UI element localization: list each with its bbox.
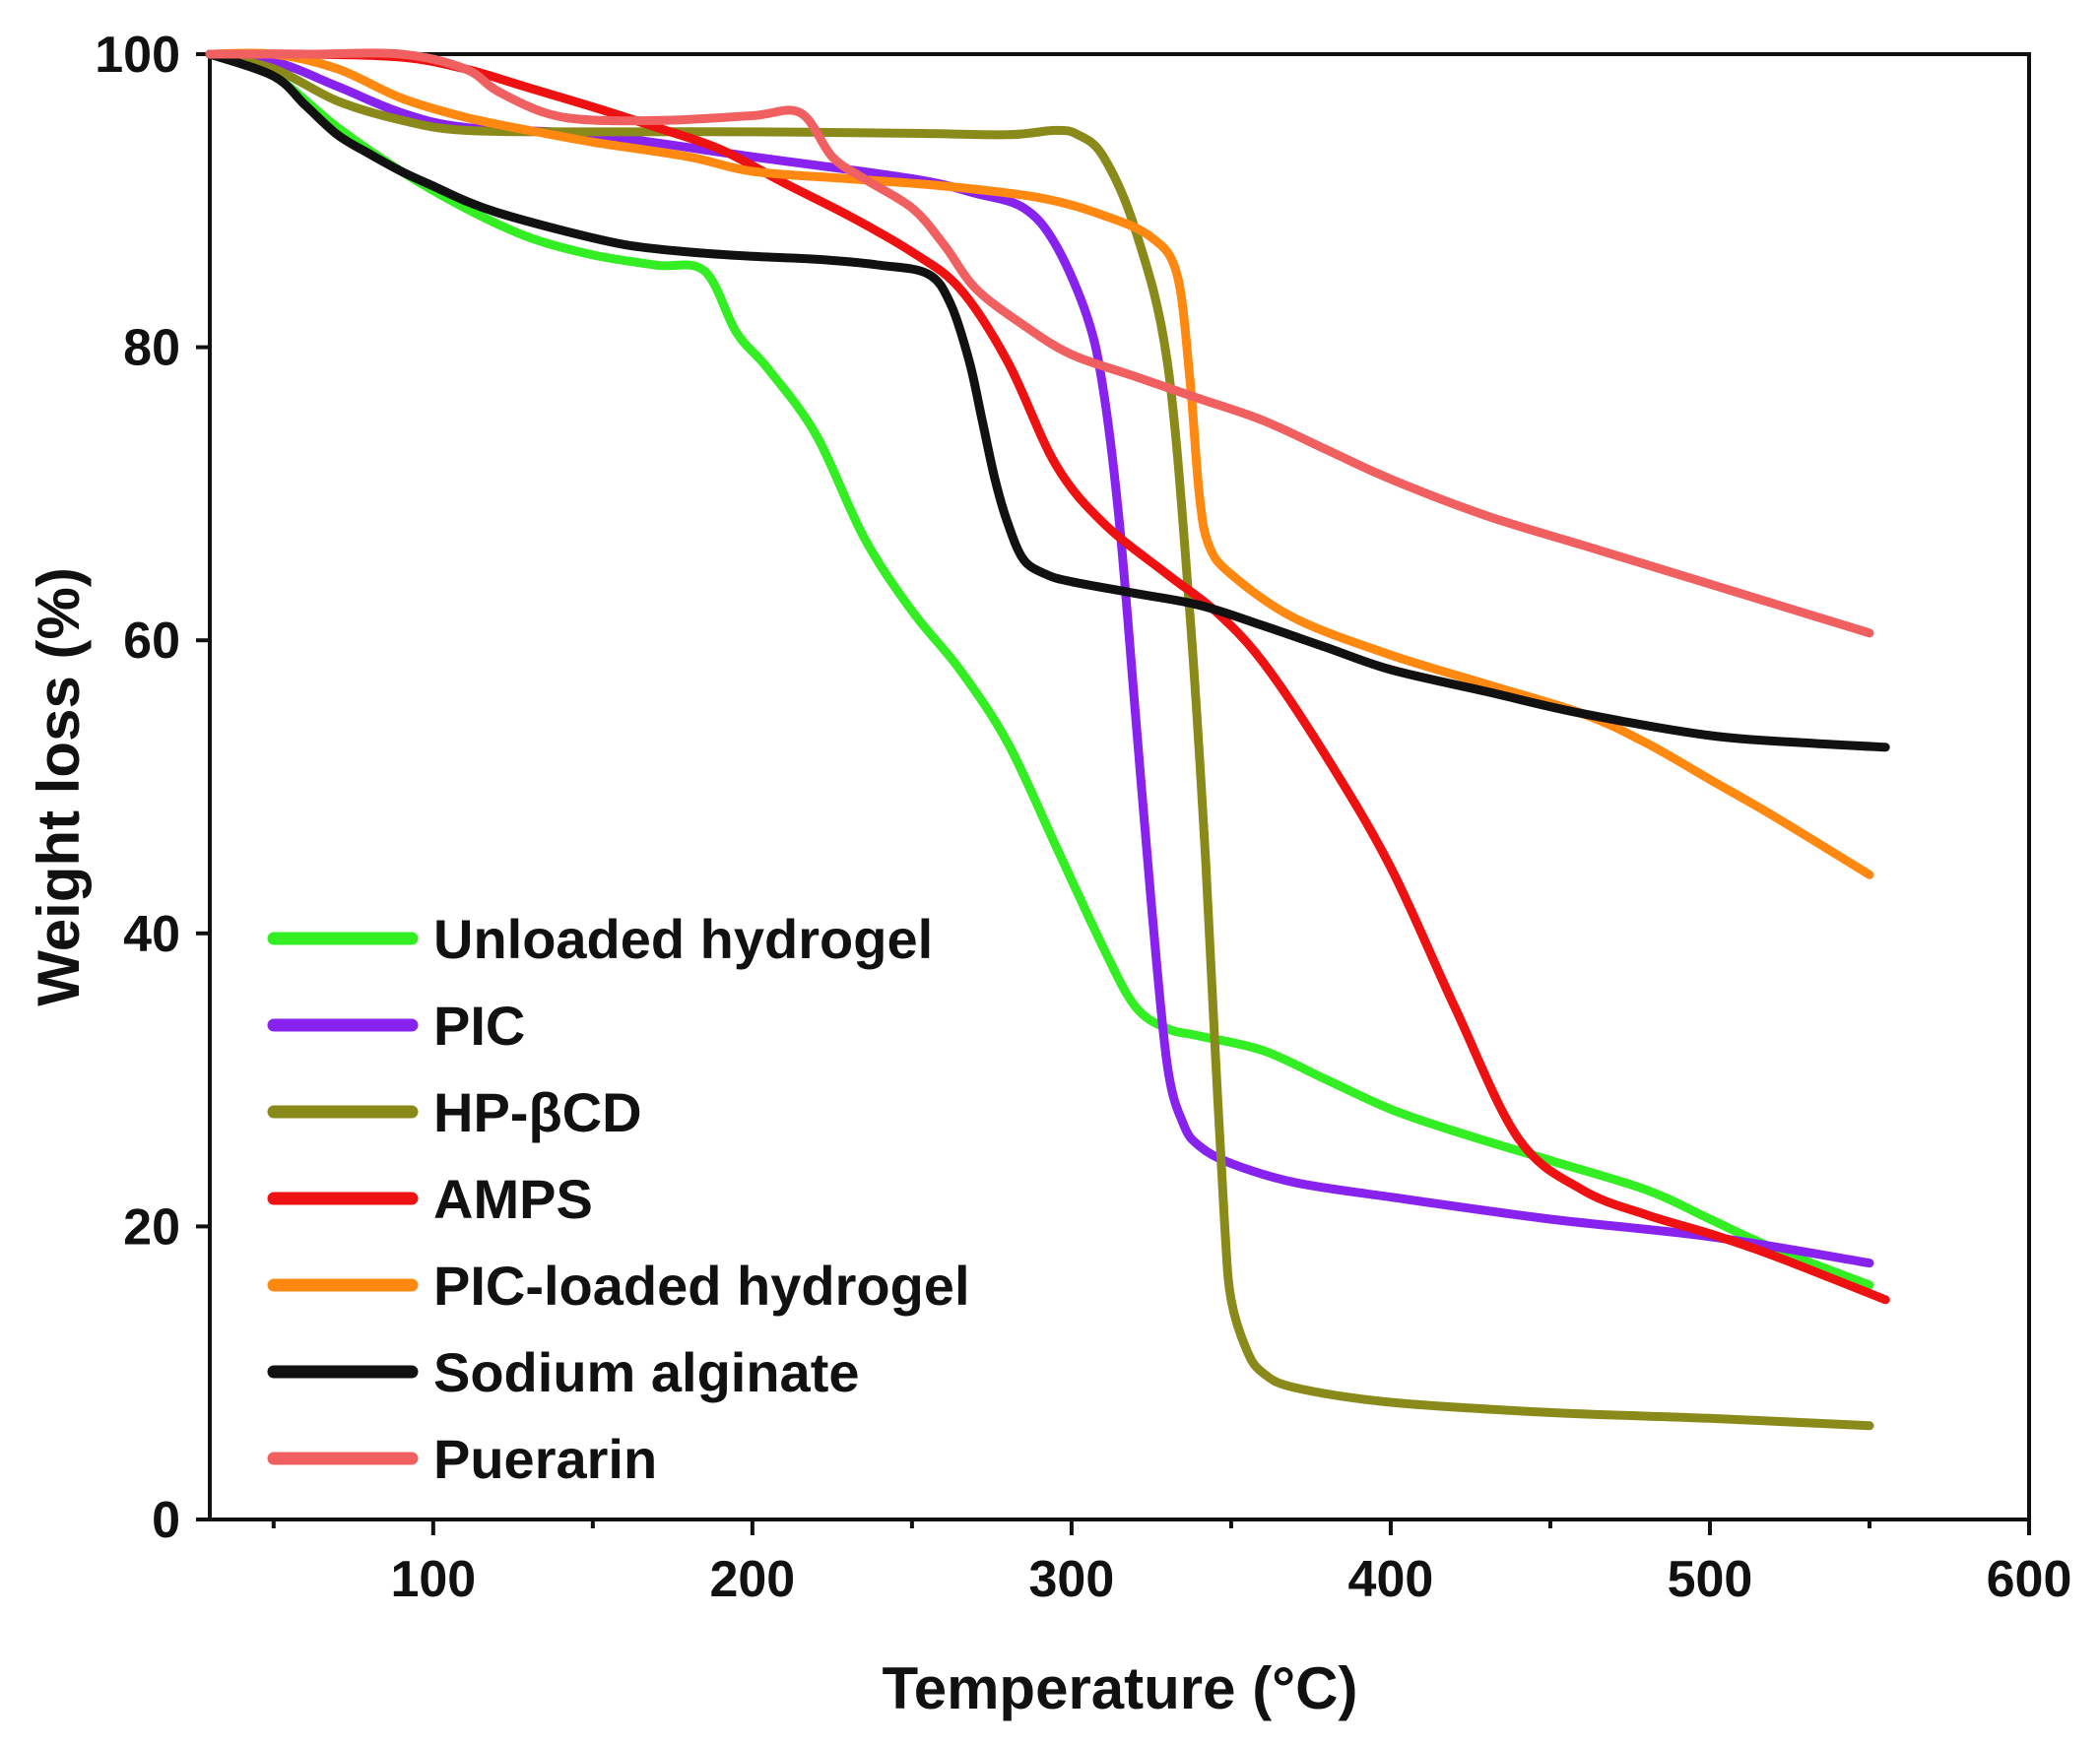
legend-label: Unloaded hydrogel [433,908,933,970]
series-lines [205,48,1890,1431]
legend: Unloaded hydrogel PIC HP-βCD AMPS PIC-loaded… [267,908,970,1490]
x-tick-label: 100 [390,1551,476,1608]
series-line-unloaded-hydrogel [205,49,1874,1290]
legend-label: PIC [433,995,525,1057]
legend-label: PIC-loaded hydrogel [433,1255,970,1317]
legend-label: AMPS [433,1168,593,1230]
series-line-puerarin [205,48,1874,638]
y-axis-title: Weight loss (%) [26,567,92,1006]
x-tick-label: 600 [1987,1551,2072,1608]
y-tick-label: 0 [152,1492,180,1549]
y-tick-label: 60 [123,613,180,670]
x-tick-label: 500 [1668,1551,1753,1608]
x-axis-title: Temperature (°C) [883,1655,1358,1721]
series-line-sodium-alginate [205,49,1890,752]
x-tick-label: 200 [709,1551,795,1608]
legend-label: HP-βCD [433,1081,642,1143]
x-tick-label: 400 [1348,1551,1434,1608]
y-tick-label: 40 [123,906,180,963]
x-tick-label: 300 [1029,1551,1115,1608]
series-line-amps [205,49,1890,1305]
legend-label: Sodium alginate [433,1341,860,1403]
y-tick-label: 20 [123,1198,180,1256]
x-axis-ticks: 100 200 300 400 500 600 [271,1519,2072,1608]
y-tick-label: 80 [123,320,180,377]
plot-frame [208,52,2031,1521]
legend-label: Puerarin [433,1428,657,1490]
y-tick-label: 100 [95,27,180,84]
y-axis-ticks: 0 20 40 60 80 100 [95,27,210,1549]
series-line-pic-loaded-hydrogel [205,48,1874,879]
